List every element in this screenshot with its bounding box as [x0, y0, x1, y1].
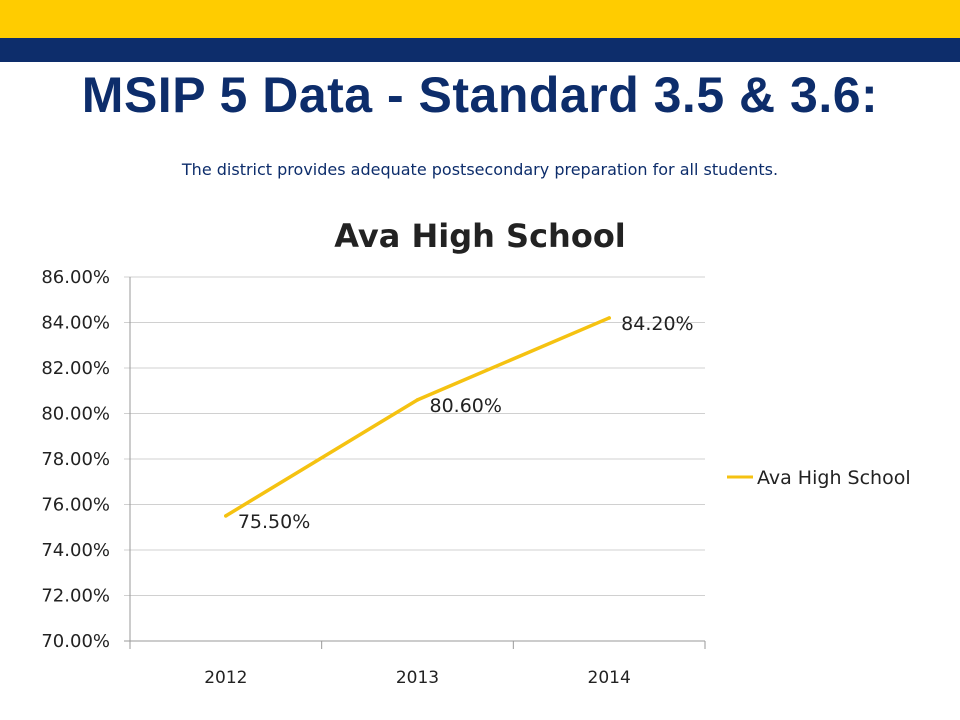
header-gold-band — [0, 0, 960, 38]
legend-label: Ava High School — [757, 467, 911, 489]
y-tick-label: 82.00% — [41, 358, 110, 379]
data-point — [607, 316, 611, 320]
y-tick-label: 70.00% — [41, 631, 110, 652]
y-tick-label: 72.00% — [41, 586, 110, 607]
series-group: 75.50% 80.60% 84.20% — [224, 313, 694, 533]
data-label: 80.60% — [430, 395, 502, 417]
data-point — [415, 398, 420, 402]
slide-title: MSIP 5 Data - Standard 3.5 & 3.6: — [81, 67, 879, 123]
header-navy-band — [0, 38, 960, 62]
slide-subtitle: The district provides adequate postsecon… — [181, 160, 779, 179]
legend: Ava High School — [727, 467, 911, 489]
data-label: 75.50% — [238, 511, 310, 533]
data-label: 84.20% — [621, 313, 693, 335]
line-chart: Ava High School 70.00% 72.00% 74.00% 76.00%… — [41, 217, 911, 688]
chart-title: Ava High School — [334, 217, 626, 255]
x-axis: 2012 2013 2014 — [129, 641, 706, 688]
y-tick-label: 78.00% — [41, 449, 110, 470]
y-tick-label: 74.00% — [41, 540, 110, 561]
y-tick-label: 84.00% — [41, 313, 110, 334]
series-line — [224, 316, 611, 518]
x-tick-label: 2012 — [204, 668, 247, 688]
y-tick-label: 86.00% — [41, 267, 110, 288]
x-tick-label: 2013 — [396, 668, 439, 688]
y-axis: 70.00% 72.00% 74.00% 76.00% 78.00% 80.00% 82.0… — [41, 267, 131, 652]
y-tick-label: 76.00% — [41, 495, 110, 516]
x-tick-label: 2014 — [588, 668, 631, 688]
data-point — [224, 514, 228, 518]
y-tick-label: 80.00% — [41, 404, 110, 425]
gridlines — [124, 276, 705, 642]
